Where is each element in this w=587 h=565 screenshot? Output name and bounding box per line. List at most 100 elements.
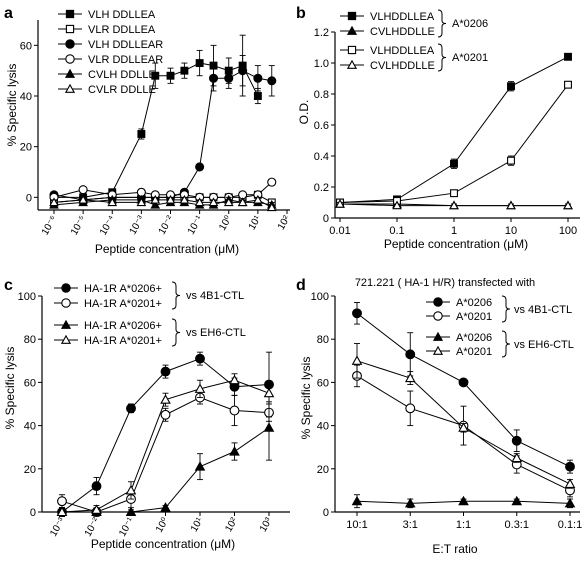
x-tick-label: 0.1:1 xyxy=(558,519,582,531)
panel-label-c: c xyxy=(4,277,13,294)
x-tick-label: 10 xyxy=(505,225,517,237)
legend-group-label: A*0206 xyxy=(452,18,488,30)
x-tick-label: 0.3:1 xyxy=(505,519,529,531)
data-point xyxy=(405,403,416,414)
legend-marker xyxy=(65,39,75,49)
data-point xyxy=(458,495,469,506)
legend-item: CVLHDDLLE xyxy=(370,60,435,72)
data-point xyxy=(165,194,176,204)
data-point xyxy=(352,308,362,319)
data-point xyxy=(238,66,248,76)
data-point xyxy=(237,197,248,207)
data-point xyxy=(404,372,416,383)
legend-item: CVLHDDLLE xyxy=(370,26,435,38)
legend-item: A*0206 xyxy=(456,297,492,309)
data-point xyxy=(392,200,402,210)
series-line xyxy=(339,84,569,203)
x-tick-label: 10⁰ xyxy=(217,214,234,233)
x-tick-label: 10² xyxy=(223,515,240,534)
legend-item: HA-1R A*0206+ xyxy=(84,283,162,295)
data-point xyxy=(351,495,363,506)
legend-marker xyxy=(61,298,71,308)
data-point xyxy=(564,52,572,61)
legend-item: A*0201 xyxy=(456,346,492,358)
legend-d: A*0206 A*0201 A*0206 A*0201 vs 4B1-CTL vs EH6… xyxy=(426,295,574,358)
x-tick-label: 3:1 xyxy=(403,519,418,531)
data-point xyxy=(194,383,206,393)
legend-marker xyxy=(64,83,76,93)
y-tick-label: 100 xyxy=(311,291,329,303)
x-axis-title-a: Peptide concentration (μM) xyxy=(95,242,239,256)
data-point xyxy=(125,484,137,495)
x-tick-label: 10¹ xyxy=(247,213,264,232)
data-point xyxy=(565,461,575,472)
legend-item: HA-1R A*0201+ xyxy=(84,335,162,347)
x-tick-label: 10² xyxy=(276,213,293,232)
x-tick-label: 10⁻⁵ xyxy=(69,214,89,237)
data-point xyxy=(160,502,171,512)
data-point xyxy=(224,73,234,83)
legend-brace xyxy=(171,281,181,310)
x-tick-label: 10⁻² xyxy=(83,515,103,538)
y-tick-label: 60 xyxy=(317,377,329,389)
data-point xyxy=(229,405,240,416)
data-point xyxy=(511,452,523,463)
panel-label-b: b xyxy=(296,5,306,22)
x-tick-label: 10¹ xyxy=(189,515,206,534)
data-point xyxy=(223,197,234,207)
data-point xyxy=(78,194,88,204)
legend-marker xyxy=(433,311,443,321)
data-point xyxy=(160,366,171,377)
data-point xyxy=(507,82,515,91)
data-point xyxy=(267,76,277,86)
x-tick-label: 1 xyxy=(451,225,457,237)
legend-item: VLHDDLLEA xyxy=(370,45,435,57)
legend-item: VLH DDLLEA xyxy=(88,9,156,21)
y-axis-title-b: O.D. xyxy=(297,100,311,125)
legend-group-label: vs 4B1-CTL xyxy=(514,304,572,316)
data-point xyxy=(253,73,263,83)
y-tick-label: 20 xyxy=(20,142,32,154)
y-tick-label: 60 xyxy=(24,377,36,389)
x-tick-label: 10⁰ xyxy=(154,516,171,535)
data-point xyxy=(506,200,516,210)
data-point xyxy=(107,197,118,207)
y-tick-label: 100 xyxy=(18,291,36,303)
panel-c: c 0 20 40 60 80 100 10⁻³ 10⁻² 10⁻¹ 10⁰ 10¹ 10² 10³ %… xyxy=(3,277,290,551)
legend-marker xyxy=(61,283,71,293)
panel-b: b 00.20.40.60.81.01.20.01 0.1 1 10 100 O.D. … xyxy=(296,5,580,251)
data-point xyxy=(266,202,277,212)
plot-area-c: 0 20 40 60 80 100 10⁻³ 10⁻² 10⁻¹ 10⁰ 10¹ 10² 10³ xyxy=(18,291,290,539)
legend-item: VLR DDLLEAR xyxy=(88,54,163,66)
legend-brace xyxy=(171,318,181,347)
data-point xyxy=(137,130,146,138)
y-tick-label: 0.4 xyxy=(314,151,329,163)
data-point xyxy=(404,497,416,508)
legend-c: HA-1R A*0206+ HA-1R A*0201+ HA-1R A*0206+ H… xyxy=(54,281,246,347)
data-point xyxy=(253,194,263,204)
legend-group-label: vs EH6-CTL xyxy=(514,339,574,351)
series-line xyxy=(53,70,272,201)
data-point xyxy=(405,349,416,360)
legend-group-label: vs 4B1-CTL xyxy=(186,290,244,302)
legend-brace xyxy=(501,330,511,358)
data-point xyxy=(57,496,67,507)
legend-item: CVLR DDLLE xyxy=(88,84,156,96)
legend-b: VLHDDLLEA CVLHDDLLE VLHDDLLEA CVLHDDLLE A*02… xyxy=(340,9,488,72)
legend-brace xyxy=(437,9,447,38)
y-tick-label: 20 xyxy=(317,464,329,476)
data-point xyxy=(564,80,572,89)
data-point xyxy=(195,59,204,68)
data-point xyxy=(253,92,262,100)
legend-marker xyxy=(432,331,444,341)
x-tick-label: 100 xyxy=(559,225,577,237)
data-point xyxy=(194,197,205,207)
data-point xyxy=(195,162,205,172)
legend-item: VLR DDLLEA xyxy=(88,24,156,36)
data-point xyxy=(564,497,576,508)
y-axis-title-c: % Specific lysis xyxy=(3,347,17,430)
data-point xyxy=(150,199,161,209)
y-tick-label: 0 xyxy=(323,507,329,519)
data-point xyxy=(208,197,219,207)
data-point xyxy=(458,422,469,432)
